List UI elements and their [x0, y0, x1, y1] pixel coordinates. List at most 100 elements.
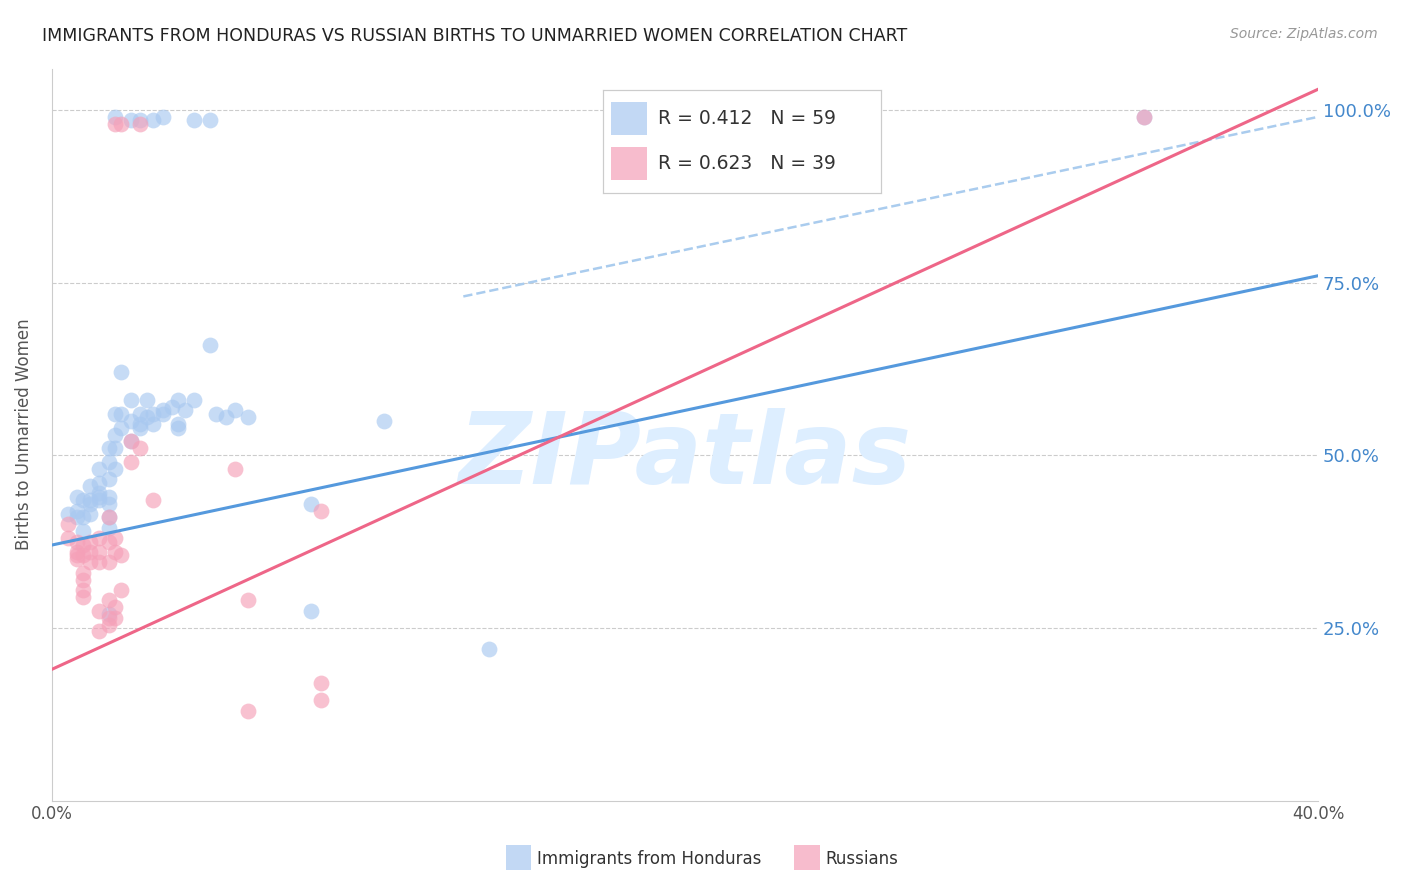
Y-axis label: Births to Unmarried Women: Births to Unmarried Women: [15, 318, 32, 550]
Point: [236, 593, 259, 607]
Point: [56, 517, 79, 532]
Point: [129, 417, 152, 432]
Point: [72, 590, 94, 604]
Point: [72, 566, 94, 580]
Point: [309, 693, 332, 707]
Point: [110, 549, 132, 563]
Point: [72, 538, 94, 552]
Point: [120, 434, 142, 449]
Point: [97, 617, 120, 632]
Point: [97, 607, 120, 621]
Point: [97, 610, 120, 624]
Point: [309, 503, 332, 517]
Point: [160, 400, 183, 414]
Point: [79, 545, 101, 559]
Point: [66, 545, 89, 559]
Point: [66, 510, 89, 524]
Point: [110, 117, 132, 131]
Point: [97, 442, 120, 456]
Point: [299, 604, 322, 618]
Point: [142, 417, 165, 432]
Point: [104, 110, 127, 124]
Point: [104, 442, 127, 456]
Point: [120, 414, 142, 428]
Point: [56, 507, 79, 521]
Point: [1133, 110, 1156, 124]
Point: [129, 117, 152, 131]
Point: [66, 549, 89, 563]
Point: [89, 490, 111, 504]
Point: [79, 479, 101, 493]
Point: [79, 534, 101, 549]
Point: [56, 531, 79, 545]
Point: [183, 392, 205, 407]
Text: ZIPatlas: ZIPatlas: [458, 408, 911, 505]
Point: [135, 410, 157, 425]
Point: [120, 434, 142, 449]
Point: [79, 497, 101, 511]
Point: [120, 455, 142, 469]
Text: IMMIGRANTS FROM HONDURAS VS RUSSIAN BIRTHS TO UNMARRIED WOMEN CORRELATION CHART: IMMIGRANTS FROM HONDURAS VS RUSSIAN BIRT…: [42, 27, 907, 45]
Point: [89, 475, 111, 490]
Point: [89, 604, 111, 618]
Point: [205, 407, 228, 421]
Point: [129, 442, 152, 456]
Point: [152, 110, 174, 124]
Point: [72, 493, 94, 508]
Point: [167, 392, 190, 407]
Point: [104, 407, 127, 421]
Point: [97, 490, 120, 504]
Point: [89, 624, 111, 639]
Point: [97, 555, 120, 569]
Point: [89, 493, 111, 508]
Point: [1133, 110, 1156, 124]
Point: [89, 545, 111, 559]
Point: [110, 420, 132, 434]
Point: [72, 524, 94, 539]
Point: [224, 403, 246, 417]
Point: [97, 510, 120, 524]
Point: [89, 462, 111, 476]
Point: [97, 473, 120, 487]
Point: [167, 417, 190, 432]
Point: [104, 610, 127, 624]
Point: [236, 410, 259, 425]
Point: [737, 103, 759, 117]
Point: [104, 545, 127, 559]
Point: [104, 117, 127, 131]
Point: [142, 407, 165, 421]
Point: [110, 582, 132, 597]
Point: [135, 392, 157, 407]
Point: [224, 462, 246, 476]
Point: [72, 582, 94, 597]
Point: [129, 407, 152, 421]
Point: [737, 113, 759, 128]
Point: [309, 676, 332, 690]
Text: Source: ZipAtlas.com: Source: ZipAtlas.com: [1230, 27, 1378, 41]
Point: [167, 420, 190, 434]
Point: [66, 552, 89, 566]
Point: [79, 555, 101, 569]
Point: [72, 573, 94, 587]
Point: [97, 455, 120, 469]
Point: [129, 113, 152, 128]
Point: [97, 497, 120, 511]
Point: [104, 600, 127, 615]
Point: [66, 534, 89, 549]
Point: [152, 407, 174, 421]
Point: [79, 507, 101, 521]
Point: [72, 510, 94, 524]
Point: [110, 366, 132, 380]
Point: [152, 403, 174, 417]
Point: [120, 113, 142, 128]
Point: [104, 462, 127, 476]
Point: [142, 493, 165, 508]
Point: [478, 641, 501, 656]
Point: [104, 531, 127, 545]
Point: [89, 486, 111, 500]
Point: [97, 521, 120, 535]
Point: [97, 510, 120, 524]
Point: [142, 113, 165, 128]
Text: Immigrants from Honduras: Immigrants from Honduras: [537, 850, 762, 868]
Point: [120, 392, 142, 407]
